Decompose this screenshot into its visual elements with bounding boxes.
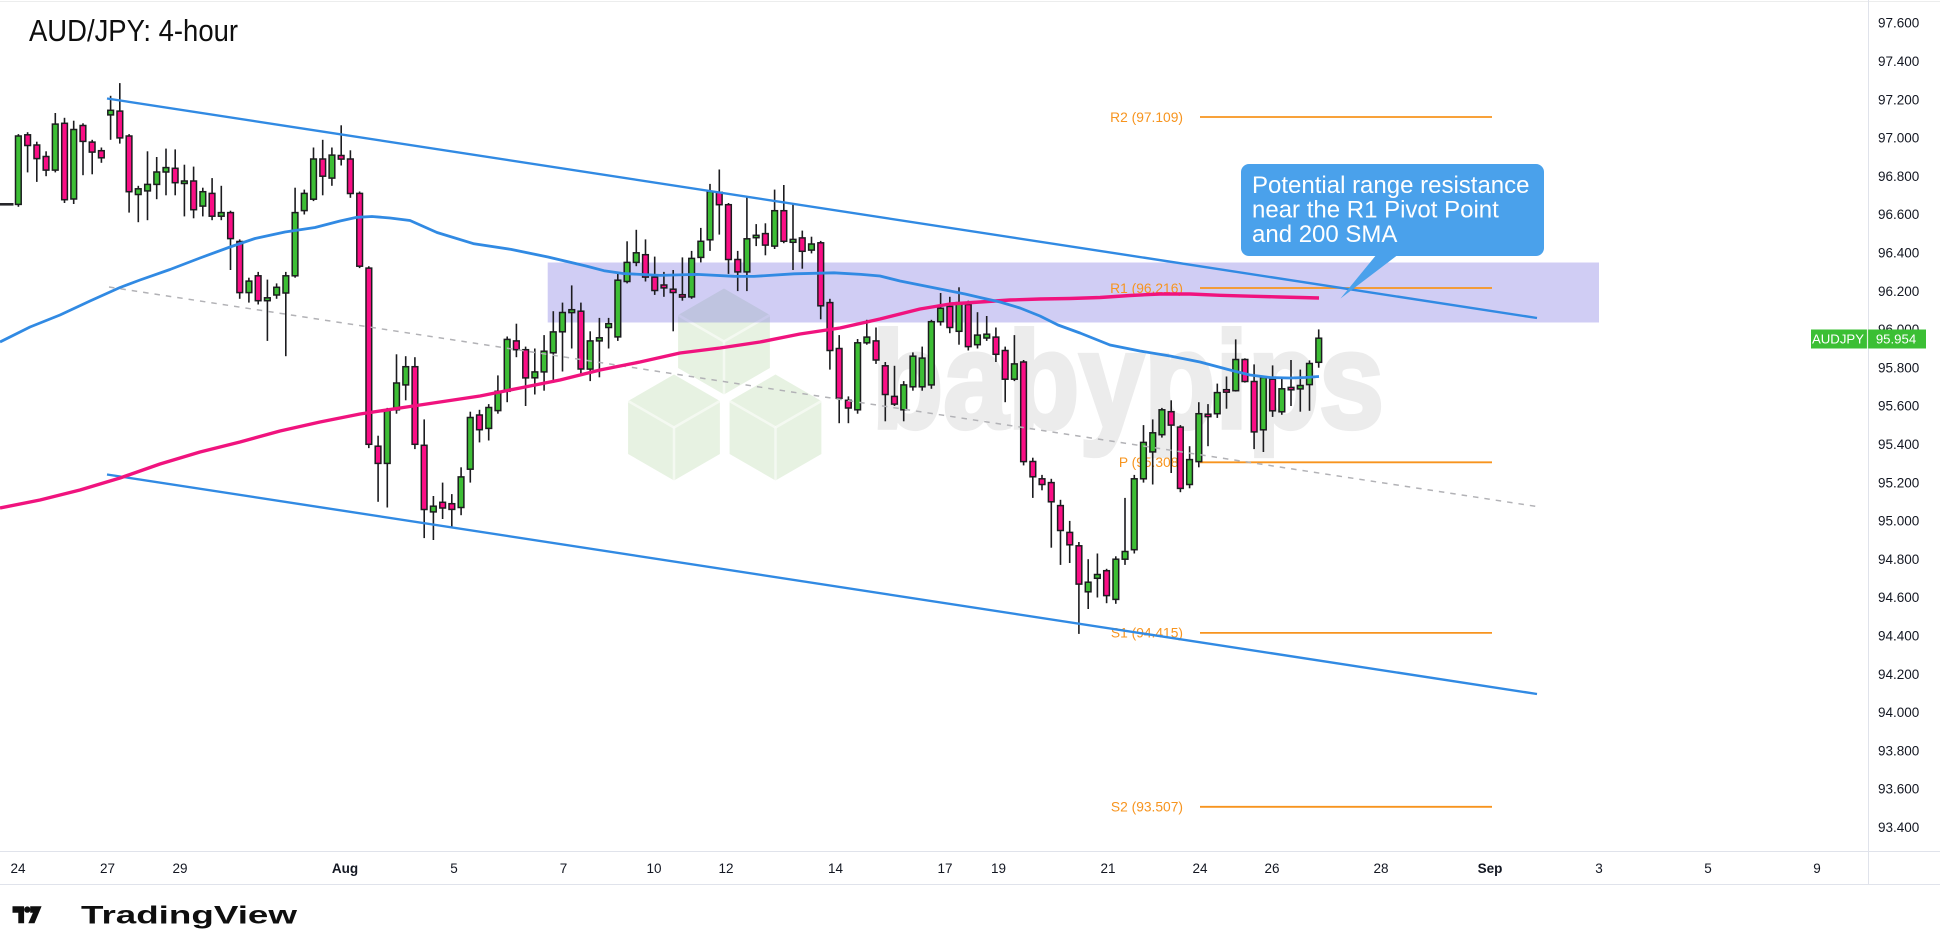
svg-text:95.400: 95.400 — [1878, 437, 1919, 452]
svg-text:95.600: 95.600 — [1878, 399, 1919, 414]
svg-text:Sep: Sep — [1478, 861, 1503, 876]
svg-text:AUDJPY: AUDJPY — [1812, 332, 1864, 347]
svg-text:12: 12 — [718, 861, 733, 876]
svg-text:3: 3 — [1595, 861, 1603, 876]
svg-text:94.600: 94.600 — [1878, 590, 1919, 605]
svg-text:94.800: 94.800 — [1878, 552, 1919, 567]
svg-text:97.600: 97.600 — [1878, 16, 1919, 31]
svg-text:and 200 SMA: and 200 SMA — [1252, 221, 1397, 248]
svg-text:28: 28 — [1373, 861, 1388, 876]
svg-text:95.800: 95.800 — [1878, 360, 1919, 375]
svg-text:14: 14 — [828, 861, 844, 876]
svg-text:21: 21 — [1100, 861, 1115, 876]
svg-text:5: 5 — [450, 861, 458, 876]
svg-text:97.400: 97.400 — [1878, 54, 1919, 69]
svg-text:26: 26 — [1264, 861, 1279, 876]
svg-text:19: 19 — [991, 861, 1006, 876]
svg-text:TradingView: TradingView — [81, 902, 298, 930]
svg-text:96.200: 96.200 — [1878, 284, 1919, 299]
svg-text:S2 (93.507): S2 (93.507) — [1111, 800, 1183, 815]
svg-text:95.000: 95.000 — [1878, 514, 1919, 529]
svg-text:29: 29 — [172, 861, 187, 876]
svg-text:93.400: 93.400 — [1878, 820, 1919, 835]
svg-text:96.800: 96.800 — [1878, 169, 1919, 184]
svg-text:94.000: 94.000 — [1878, 705, 1919, 720]
svg-text:7: 7 — [560, 861, 568, 876]
svg-text:95.200: 95.200 — [1878, 475, 1919, 490]
svg-text:94.200: 94.200 — [1878, 667, 1919, 682]
svg-text:24: 24 — [10, 861, 26, 876]
svg-text:97.000: 97.000 — [1878, 131, 1919, 146]
svg-text:R1 (96.216): R1 (96.216) — [1110, 281, 1183, 296]
svg-text:9: 9 — [1813, 861, 1821, 876]
svg-text:AUD/JPY: 4-hour: AUD/JPY: 4-hour — [29, 13, 238, 48]
svg-text:5: 5 — [1704, 861, 1712, 876]
svg-text:babypips: babypips — [872, 305, 1384, 458]
svg-text:94.400: 94.400 — [1878, 629, 1919, 644]
svg-text:10: 10 — [646, 861, 661, 876]
svg-text:97.200: 97.200 — [1878, 92, 1919, 107]
svg-text:96.600: 96.600 — [1878, 207, 1919, 222]
svg-text:95.954: 95.954 — [1876, 332, 1916, 347]
svg-text:27: 27 — [100, 861, 115, 876]
svg-text:17: 17 — [937, 861, 952, 876]
svg-text:96.400: 96.400 — [1878, 246, 1919, 261]
svg-text:93.600: 93.600 — [1878, 782, 1919, 797]
svg-text:93.800: 93.800 — [1878, 743, 1919, 758]
svg-text:Potential range resistance: Potential range resistance — [1252, 172, 1530, 199]
svg-text:P (95.308): P (95.308) — [1119, 455, 1183, 470]
svg-text:near the R1 Pivot Point: near the R1 Pivot Point — [1252, 197, 1499, 224]
svg-text:Aug: Aug — [332, 861, 358, 876]
svg-text:24: 24 — [1192, 861, 1208, 876]
svg-text:R2 (97.109): R2 (97.109) — [1110, 110, 1183, 125]
